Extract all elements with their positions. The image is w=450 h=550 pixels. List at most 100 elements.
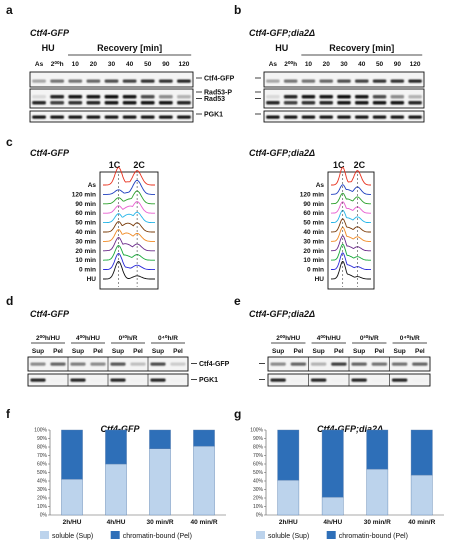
fraction-label: Sup	[272, 348, 284, 355]
blot-band	[123, 80, 137, 83]
row-label: PGK1	[204, 112, 223, 119]
hu-label: HU	[275, 43, 288, 53]
y-tick-label: 10%	[253, 504, 264, 510]
condition-label: 2⁰⁰h/HU	[36, 334, 60, 342]
bar-segment	[322, 430, 343, 497]
y-tick-label: 0%	[256, 513, 264, 519]
blot-band	[392, 379, 407, 382]
facs-timepoint-label: 50 min	[303, 220, 324, 227]
blot-band	[123, 95, 137, 99]
blot-band	[87, 95, 101, 99]
legend-label: soluble (Sup)	[268, 533, 309, 540]
blot-band	[337, 116, 351, 119]
blot-band	[90, 379, 105, 382]
y-tick-label: 60%	[253, 462, 264, 468]
fraction-label: Pel	[133, 348, 143, 355]
blot-band	[408, 101, 422, 105]
facs-trace	[331, 193, 371, 204]
blot-band	[351, 363, 366, 366]
blot-band	[105, 116, 119, 119]
blot-band	[266, 80, 280, 83]
fraction-label: Sup	[112, 348, 124, 355]
facs-timepoint-label: 90 min	[303, 201, 324, 208]
lane-label: 90	[162, 61, 170, 68]
row-label: Ctf4-GFP	[199, 361, 230, 368]
blot-band	[159, 95, 173, 99]
bar-segment	[411, 475, 432, 515]
panel-letter-a: a	[6, 3, 13, 17]
blot-band	[302, 95, 316, 99]
facs-trace	[331, 262, 371, 280]
y-tick-label: 80%	[253, 445, 264, 451]
facs-trace	[103, 222, 155, 232]
lane-label: 30	[108, 61, 116, 68]
legend-swatch	[256, 531, 265, 539]
y-tick-label: 20%	[37, 496, 48, 502]
bar-segment	[105, 464, 126, 515]
facs-timepoint-label: HU	[87, 276, 97, 283]
facs-timepoint-label: HU	[315, 276, 325, 283]
panel-e-title: Ctf4-GFP;dia2Δ	[249, 309, 315, 319]
facs-frame	[328, 172, 374, 289]
y-tick-label: 20%	[253, 496, 264, 502]
blot-band	[373, 80, 387, 83]
facs-trace	[103, 261, 155, 279]
chart-f: 0%10%20%30%40%50%60%70%80%90%100%2h/HU 4h…	[34, 428, 226, 540]
blot-band	[373, 101, 387, 105]
blot-band	[105, 95, 119, 99]
y-tick-label: 80%	[37, 445, 48, 451]
fraction-label: Sup	[393, 348, 405, 355]
facs-trace	[103, 180, 155, 194]
blot-band	[373, 95, 387, 99]
blot-band	[50, 379, 65, 382]
bar-segment	[278, 480, 299, 515]
facs-timepoint-label: 10 min	[75, 257, 96, 264]
y-tick-label: 70%	[253, 453, 264, 459]
facs-timepoint-label: As	[88, 182, 97, 189]
facs-timepoint-label: As	[316, 182, 325, 189]
blot-band	[372, 379, 387, 382]
fraction-label: Sup	[312, 348, 324, 355]
blot-band	[302, 101, 316, 105]
blot-band	[50, 116, 64, 119]
blot-band	[141, 80, 155, 83]
blot-band	[355, 101, 369, 105]
blot-band	[177, 101, 191, 105]
blot-band	[32, 101, 46, 105]
blot-band	[319, 116, 333, 119]
blot-band	[50, 95, 64, 99]
y-tick-label: 50%	[253, 470, 264, 476]
blot-band	[266, 116, 280, 119]
panel-letter-f: f	[6, 407, 11, 421]
peak-label-1c: 1C	[109, 160, 121, 170]
blot-band	[270, 379, 285, 382]
blot-band	[159, 116, 173, 119]
panel-c-title-wt: Ctf4-GFP	[30, 148, 70, 158]
blot-band	[105, 101, 119, 105]
y-tick-label: 0%	[40, 513, 48, 519]
bar-segment	[193, 430, 214, 446]
panel-letter-b: b	[234, 3, 241, 17]
blot-band	[284, 101, 298, 105]
blot-band	[170, 363, 185, 366]
blot-band	[284, 80, 298, 83]
fraction-blot-wt: 2⁰⁰h/HU 4⁰⁰h/HU 0³⁰h/R 0⁴⁰h/R Sup Pel Sup Pel Su…	[28, 334, 230, 386]
recovery-label: Recovery [min]	[97, 43, 162, 53]
blot-band	[70, 363, 85, 366]
condition-label: 4⁰⁰h/HU	[76, 334, 100, 342]
fraction-label: Sup	[152, 348, 164, 355]
lane-label: 40	[126, 61, 134, 68]
lane-label: 30	[340, 61, 348, 68]
blot-band	[110, 363, 125, 366]
fraction-label: Pel	[374, 348, 384, 355]
lane-label: 90	[394, 61, 402, 68]
blot-band	[351, 379, 366, 382]
blot-band	[177, 116, 191, 119]
blot-band	[123, 101, 137, 105]
blot-band	[87, 101, 101, 105]
panel-letter-g: g	[234, 407, 241, 421]
fraction-label: Pel	[173, 348, 183, 355]
blot-band	[68, 116, 82, 119]
blot-band	[170, 379, 185, 382]
